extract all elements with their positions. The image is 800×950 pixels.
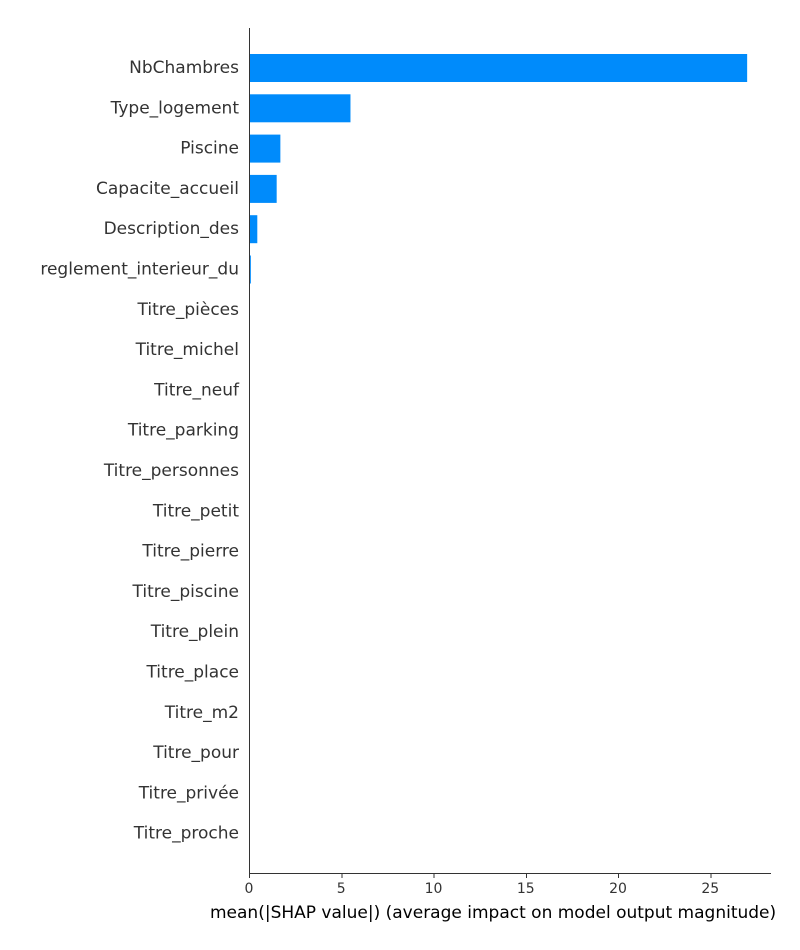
- y-tick-label: Titre_pour: [152, 743, 239, 763]
- x-tick-label: 10: [425, 881, 443, 897]
- bar-NbChambres: [249, 54, 748, 82]
- y-tick-label: NbChambres: [129, 58, 239, 78]
- x-tick-label: 0: [245, 881, 254, 897]
- bars-layer: [249, 54, 748, 284]
- y-tick-label: Titre_m2: [164, 703, 239, 723]
- y-tick-label: reglement_interieur_du: [40, 260, 239, 280]
- y-tick-label: Piscine: [180, 139, 239, 159]
- bar-Description_des: [249, 215, 258, 244]
- y-tick-label: Titre_proche: [133, 824, 239, 844]
- y-tick-label: Description_des: [104, 219, 240, 239]
- y-tick-label: Titre_place: [145, 663, 239, 683]
- y-tick-label: Titre_privée: [138, 783, 239, 803]
- y-tick-label: Titre_personnes: [103, 461, 239, 481]
- bar-Piscine: [249, 134, 281, 163]
- y-tick-label: Titre_piscine: [132, 582, 240, 602]
- x-tick-label: 20: [609, 881, 627, 897]
- y-tick-label: Titre_michel: [135, 340, 239, 360]
- x-tick-label: 15: [517, 881, 535, 897]
- y-tick-label: Titre_pierre: [141, 542, 239, 562]
- y-tick-label: Capacite_accueil: [96, 179, 239, 199]
- y-tick-label: Titre_plein: [150, 622, 239, 642]
- x-tick-label: 25: [701, 881, 719, 897]
- bar-Capacite_accueil: [249, 174, 277, 203]
- y-tick-labels: NbChambres Type_logement Piscine Capacite_a…: [40, 58, 240, 844]
- x-tick-label: 5: [337, 881, 346, 897]
- x-axis-label: mean(|SHAP value|) (average impact on mo…: [210, 903, 776, 923]
- x-axis: 0 5 10 15 20 25: [245, 873, 772, 897]
- y-tick-label: Titre_parking: [127, 421, 239, 441]
- y-tick-label: Titre_petit: [152, 501, 239, 521]
- y-tick-label: Type_logement: [110, 98, 240, 118]
- bar-Type_logement: [249, 94, 351, 123]
- y-tick-label: Titre_pièces: [137, 300, 240, 320]
- y-tick-label: Titre_neuf: [153, 380, 240, 400]
